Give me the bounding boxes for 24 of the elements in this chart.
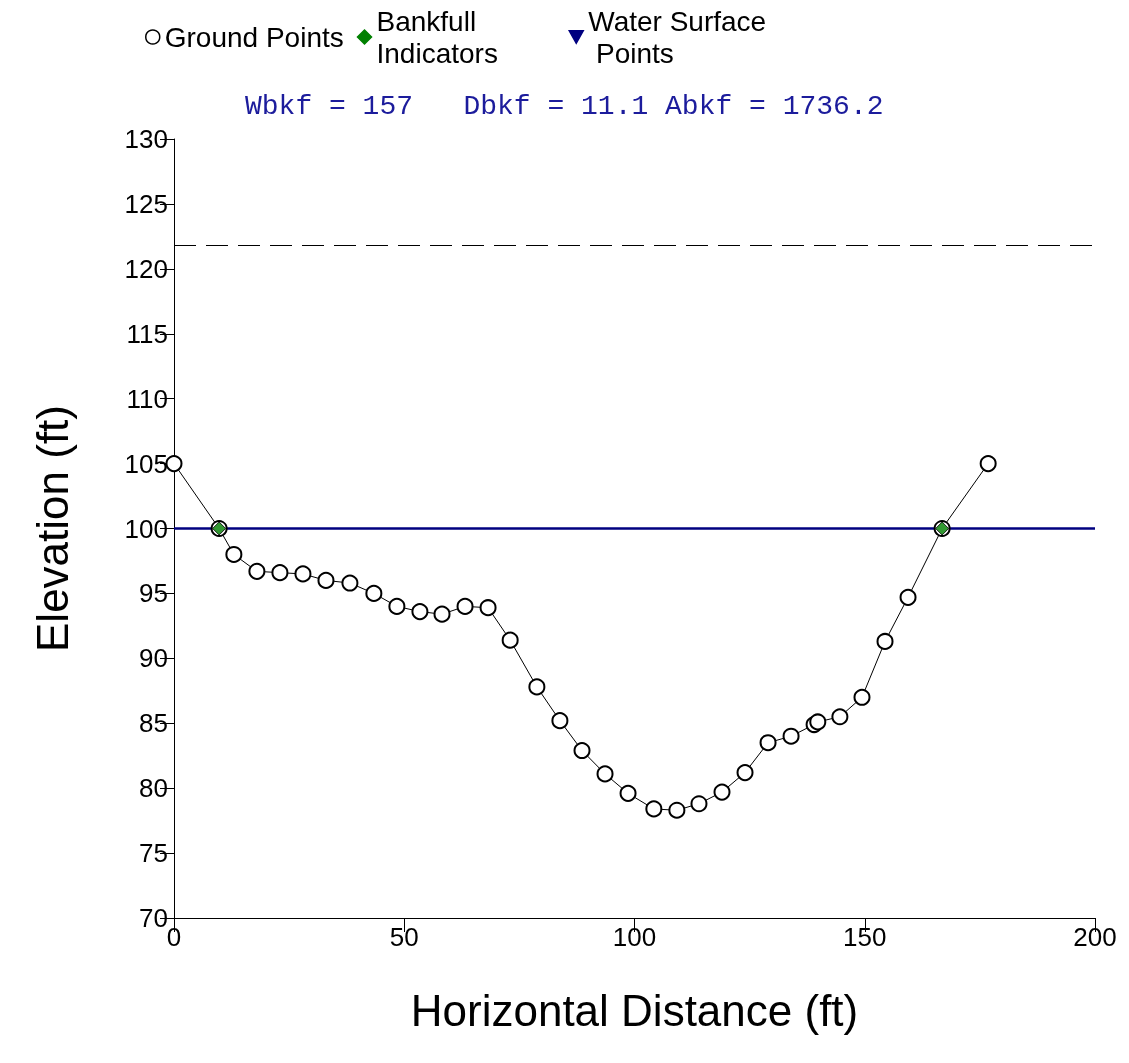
- text: Wbkf = 157 Dbkf = 11.1 Abkf = 1736.2: [245, 90, 884, 122]
- y-tick-label: 70: [139, 903, 168, 933]
- y-tick-label: 125: [124, 188, 168, 219]
- y-tick-label: 115: [126, 318, 168, 349]
- y-axis-title: Elevation (ft): [27, 405, 77, 652]
- y-tick-label: 85: [139, 708, 168, 739]
- legend-label: Water Surface Points: [588, 5, 767, 69]
- x-axis-title: Horizontal Distance (ft): [410, 985, 859, 1035]
- x-tick-label: 50: [389, 922, 419, 952]
- x-tick-label: 100: [612, 922, 657, 952]
- y-tick-label: 120: [124, 253, 168, 284]
- x-tick-label: 200: [1073, 922, 1117, 952]
- legend-label: Ground Points: [164, 21, 344, 53]
- y-tick-label: 100: [124, 513, 168, 544]
- y-tick-label: 105: [124, 448, 168, 479]
- y-tick-label: 80: [139, 773, 168, 804]
- y-tick-label: 110: [126, 383, 168, 414]
- y-tick-label: 130: [124, 124, 168, 154]
- x-tick-label: 150: [843, 922, 887, 952]
- y-tick-label: 95: [139, 578, 168, 609]
- legend-label: Bankfull Indicators: [376, 5, 498, 69]
- y-tick-label: 90: [139, 643, 168, 674]
- y-tick-label: 75: [139, 838, 168, 869]
- x-tick-label: 0: [166, 922, 182, 952]
